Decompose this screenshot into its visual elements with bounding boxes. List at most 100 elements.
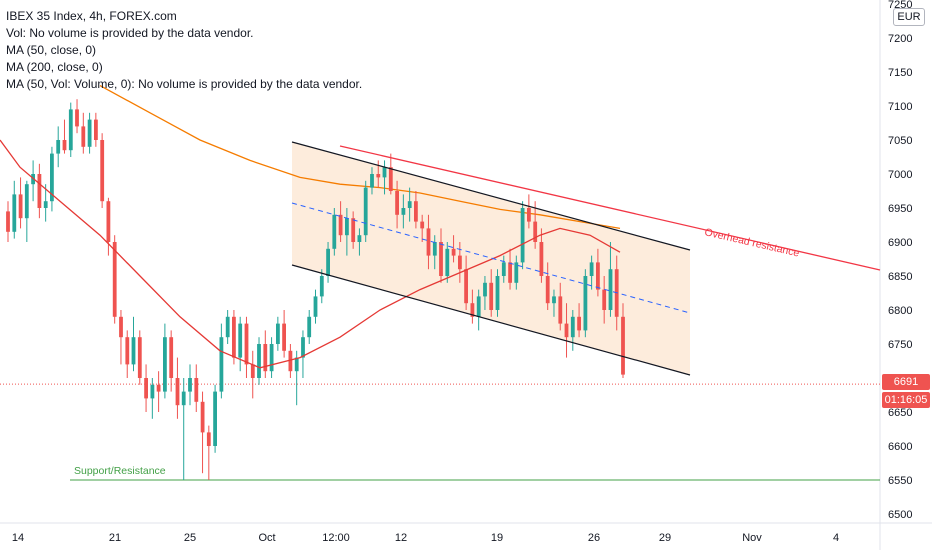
candle-body — [112, 242, 117, 317]
candle-body — [313, 296, 318, 317]
candle-body — [137, 337, 142, 378]
candle-body — [564, 323, 569, 338]
candle-body — [338, 214, 343, 236]
candle-body — [257, 344, 261, 378]
price-axis-tick: 6950 — [888, 203, 912, 215]
candle-body — [552, 296, 556, 304]
candle-body — [395, 191, 399, 215]
price-axis-tick: 6600 — [888, 441, 912, 453]
candle-body — [238, 323, 243, 358]
candle-body — [213, 391, 217, 446]
ma200-line — [99, 85, 621, 230]
candle-body — [363, 187, 368, 236]
candle-body — [125, 337, 130, 365]
candle-body — [282, 323, 286, 351]
candle-body — [508, 262, 512, 283]
overhead-resistance-label: Overhead resistance — [703, 226, 800, 259]
candle-body — [489, 282, 494, 310]
price-axis-tick: 7050 — [888, 135, 912, 147]
candle-body — [100, 140, 105, 202]
price-axis-tick: 7000 — [888, 169, 912, 181]
candle-body — [326, 248, 330, 276]
candle-body — [458, 255, 462, 270]
candle-body — [608, 269, 613, 310]
candle-body — [451, 248, 456, 256]
candle-body — [596, 262, 600, 290]
price-axis-tick: 7250 — [888, 0, 912, 11]
candle-body — [345, 218, 349, 236]
candles-group — [6, 99, 625, 480]
candle-body — [225, 316, 230, 338]
candle-body — [206, 432, 211, 446]
candle-body — [288, 350, 293, 372]
countdown-tag: 01:16:05 — [882, 392, 930, 408]
candle-body — [407, 201, 412, 208]
candle-body — [370, 174, 374, 188]
candle-body — [388, 167, 393, 191]
candle-body — [476, 296, 481, 317]
candle-body — [62, 140, 67, 151]
time-axis-tick: 19 — [491, 532, 503, 544]
channel-lower-line — [291, 264, 691, 376]
candle-body — [232, 316, 236, 358]
candle-body — [87, 119, 92, 147]
candle-body — [75, 109, 79, 127]
candle-body — [558, 296, 563, 324]
candle-body — [56, 140, 61, 154]
candle-body — [194, 378, 199, 402]
candle-body — [520, 208, 525, 263]
candle-body — [470, 303, 475, 317]
candle-body — [94, 119, 98, 140]
price-axis-tick: 7100 — [888, 101, 912, 113]
candle-body — [169, 337, 174, 378]
candle-body — [319, 276, 324, 297]
time-axis-tick: 29 — [659, 532, 671, 544]
candle-body — [301, 337, 305, 358]
price-axis-tick: 6550 — [888, 475, 912, 487]
price-axis-tick: 6500 — [888, 509, 912, 521]
price-axis-tick: 6900 — [888, 237, 912, 249]
candle-body — [276, 323, 280, 344]
candle-body — [432, 242, 437, 256]
legend-ma50: MA (50, close, 0) — [6, 43, 97, 57]
candle-body — [50, 153, 54, 202]
ma50-line — [0, 139, 621, 369]
price-axis-tick: 7150 — [888, 67, 912, 79]
candle-body — [294, 357, 299, 372]
candle-body — [150, 384, 155, 399]
candle-body — [420, 221, 425, 229]
candle-body — [200, 401, 205, 433]
candle-body — [401, 208, 406, 215]
candle-body — [533, 221, 538, 242]
candle-body — [445, 248, 450, 276]
time-axis-tick: 4 — [833, 532, 839, 544]
candle-body — [156, 384, 161, 392]
candle-body — [602, 289, 607, 310]
candle-body — [621, 316, 625, 375]
candle-body — [43, 201, 48, 208]
candle-body — [250, 364, 255, 378]
candle-body — [527, 208, 531, 222]
time-axis-tick: 12 — [395, 532, 407, 544]
time-axis-tick: Nov — [742, 532, 762, 544]
candle-body — [175, 378, 180, 406]
candle-body — [6, 211, 10, 232]
currency-badge[interactable]: EUR — [893, 8, 925, 26]
channel-mid-line — [291, 202, 691, 314]
price-axis-tick: 6850 — [888, 271, 912, 283]
time-axis-tick: 26 — [588, 532, 600, 544]
candle-body — [414, 201, 418, 222]
candle-body — [589, 262, 594, 276]
legend-ma-volume: MA (50, Vol: Volume, 0): No volume is pr… — [6, 77, 363, 91]
candle-body — [68, 109, 73, 151]
support-label: Support/Resistance — [74, 465, 166, 477]
channel-upper-line — [291, 141, 691, 251]
channel-fill — [292, 142, 690, 375]
candle-body — [106, 201, 111, 242]
price-axis-tick: 6650 — [888, 407, 912, 419]
candle-body — [376, 174, 381, 178]
candle-body — [163, 337, 167, 392]
candle-body — [426, 228, 431, 256]
